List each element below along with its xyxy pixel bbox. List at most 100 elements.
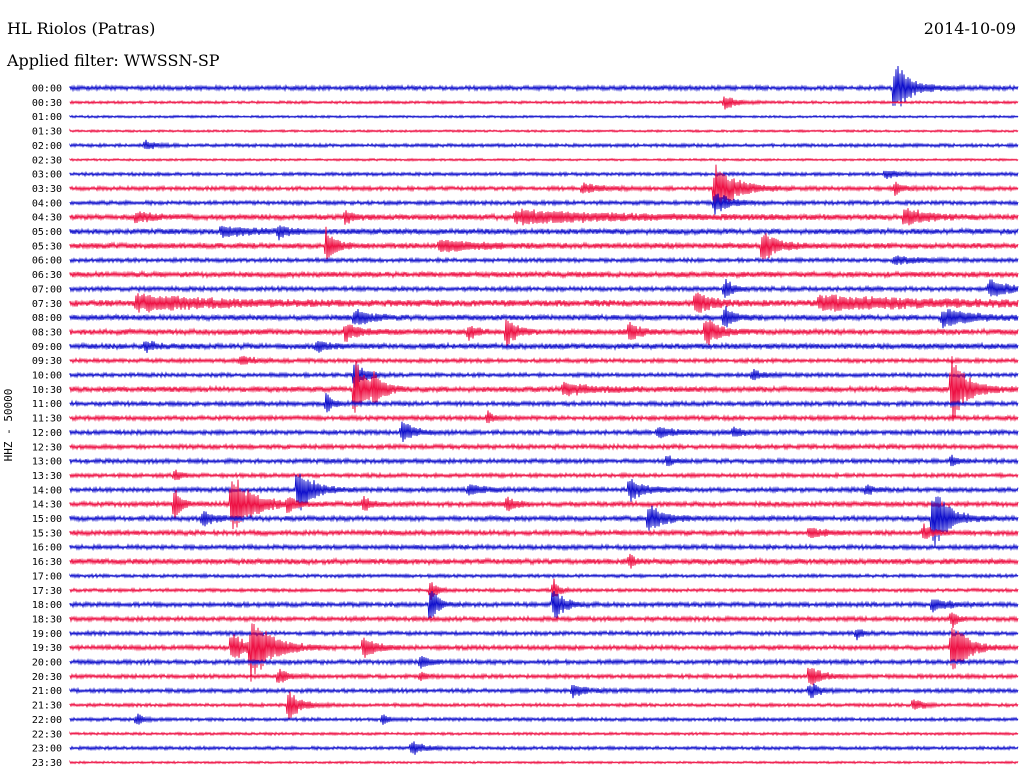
time-tick-label: 00:00 <box>32 84 62 95</box>
time-tick-label: 02:00 <box>32 141 62 152</box>
time-tick-label: 03:30 <box>32 184 62 195</box>
time-tick-label: 11:30 <box>32 414 62 425</box>
trace-line <box>69 667 1019 686</box>
trace-line <box>69 255 1019 265</box>
trace-line <box>69 553 1019 569</box>
time-tick-label: 18:30 <box>32 614 62 625</box>
traces-group <box>69 65 1019 765</box>
date-label: 2014-10-09 <box>923 19 1016 38</box>
trace-line <box>69 473 1019 511</box>
trace-line <box>69 356 1019 422</box>
time-tick-label: 02:30 <box>32 155 62 166</box>
trace-line <box>69 691 1019 720</box>
trace-line <box>69 269 1019 280</box>
trace-line <box>69 226 1019 260</box>
time-tick-label: 10:00 <box>32 371 62 382</box>
time-tick-label: 21:30 <box>32 701 62 712</box>
time-tick-label: 08:00 <box>32 313 62 324</box>
trace-line <box>69 319 1019 349</box>
time-tick-label: 12:30 <box>32 442 62 453</box>
time-tick-label: 09:00 <box>32 342 62 353</box>
filter-label: Applied filter: WWSSN-SP <box>7 51 220 70</box>
time-tick-label: 22:00 <box>32 715 62 726</box>
time-tick-label: 22:30 <box>32 729 62 740</box>
time-tick-label: 14:00 <box>32 485 62 496</box>
time-tick-label: 13:30 <box>32 471 62 482</box>
time-tick-label: 19:30 <box>32 643 62 654</box>
trace-line <box>69 393 1019 413</box>
trace-line <box>69 612 1019 629</box>
trace-line <box>69 454 1019 467</box>
trace-line <box>69 355 1019 365</box>
trace-line <box>69 629 1019 641</box>
trace-line <box>69 225 1019 241</box>
trace-line <box>69 543 1019 552</box>
time-tick-label: 03:00 <box>32 170 62 181</box>
station-title: HL Riolos (Patras) <box>7 19 156 38</box>
trace-line <box>69 655 1019 669</box>
trace-line <box>69 496 1019 547</box>
time-tick-label: 20:30 <box>32 672 62 683</box>
trace-line <box>69 306 1019 329</box>
tick-labels-group: 00:00 00:30 01:00 01:30 02:00 02:30 03:00 03:30… <box>32 84 62 769</box>
time-tick-label: 04:00 <box>32 198 62 209</box>
trace-line <box>69 65 1019 107</box>
trace-line <box>69 193 1019 215</box>
trace-line <box>69 164 1019 211</box>
time-tick-label: 06:00 <box>32 256 62 267</box>
time-tick-label: 05:00 <box>32 227 62 238</box>
trace-line <box>69 759 1019 765</box>
time-tick-label: 17:30 <box>32 586 62 597</box>
time-tick-label: 10:30 <box>32 385 62 396</box>
time-tick-label: 09:30 <box>32 356 62 367</box>
trace-line <box>69 591 1019 620</box>
trace-line <box>69 208 1019 226</box>
trace-line <box>69 410 1019 424</box>
trace-line <box>69 623 1019 682</box>
trace-line <box>69 479 1019 530</box>
trace-line <box>69 157 1019 162</box>
time-tick-label: 06:30 <box>32 270 62 281</box>
trace-line <box>69 114 1019 119</box>
time-tick-label: 11:00 <box>32 399 62 410</box>
time-tick-label: 16:00 <box>32 543 62 554</box>
trace-line <box>69 578 1019 600</box>
trace-line <box>69 170 1019 179</box>
time-tick-label: 23:00 <box>32 744 62 755</box>
trace-line <box>69 421 1019 443</box>
time-tick-label: 04:30 <box>32 213 62 224</box>
trace-line <box>69 340 1019 354</box>
time-tick-label: 05:30 <box>32 241 62 252</box>
time-tick-label: 23:30 <box>32 758 62 769</box>
trace-line <box>69 713 1019 725</box>
trace-line <box>69 361 1019 389</box>
time-tick-label: 19:00 <box>32 629 62 640</box>
trace-line <box>69 139 1019 150</box>
trace-line <box>69 523 1019 539</box>
time-tick-label: 01:30 <box>32 127 62 138</box>
time-tick-label: 07:30 <box>32 299 62 310</box>
trace-line <box>69 469 1019 481</box>
time-tick-label: 15:00 <box>32 514 62 525</box>
time-tick-label: 20:00 <box>32 658 62 669</box>
time-tick-label: 00:30 <box>32 98 62 109</box>
trace-line <box>69 572 1019 580</box>
trace-line <box>69 683 1019 699</box>
time-tick-label: 21:00 <box>32 686 62 697</box>
time-tick-label: 13:00 <box>32 457 62 468</box>
time-tick-label: 12:00 <box>32 428 62 439</box>
time-tick-label: 15:30 <box>32 528 62 539</box>
trace-line <box>69 128 1019 134</box>
time-tick-label: 08:30 <box>32 327 62 338</box>
trace-line <box>69 731 1019 737</box>
time-tick-label: 07:00 <box>32 284 62 295</box>
time-tick-label: 17:00 <box>32 571 62 582</box>
trace-line <box>69 292 1019 313</box>
trace-line <box>69 278 1019 298</box>
time-tick-label: 01:00 <box>32 112 62 123</box>
time-tick-label: 16:30 <box>32 557 62 568</box>
time-tick-label: 14:30 <box>32 500 62 511</box>
trace-line <box>69 442 1019 451</box>
time-tick-label: 18:00 <box>32 600 62 611</box>
